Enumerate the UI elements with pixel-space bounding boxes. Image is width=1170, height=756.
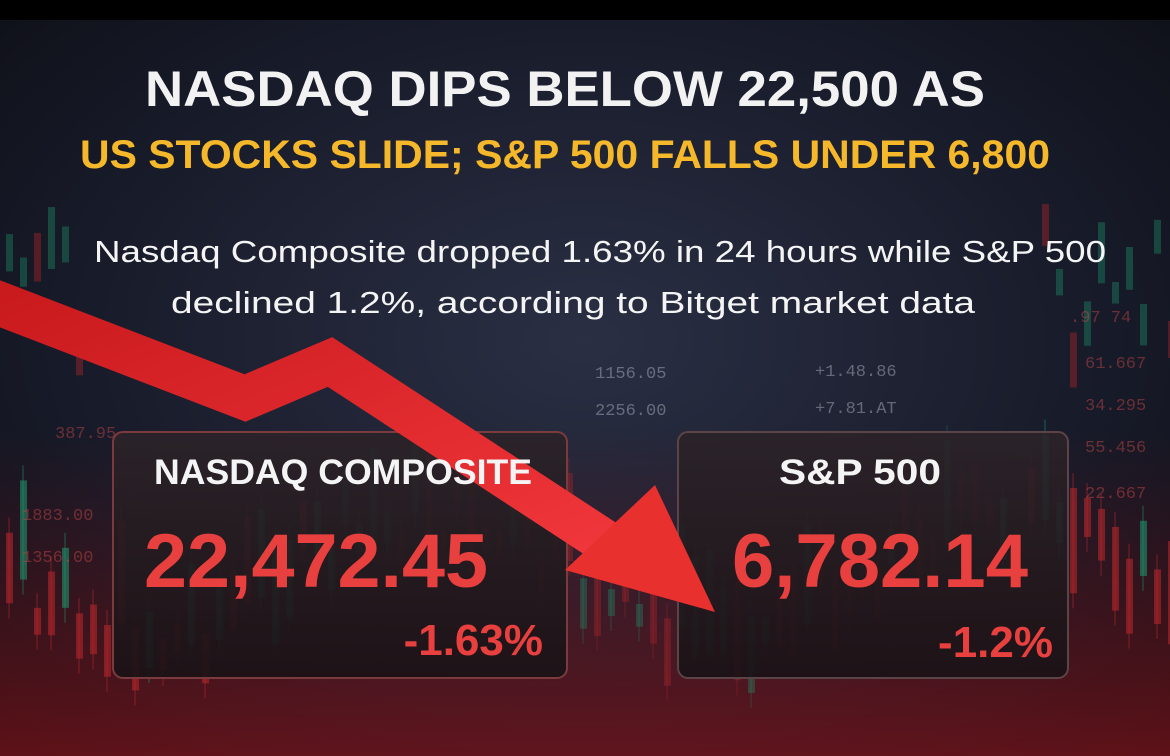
candle-body (20, 480, 27, 580)
candle-body (1140, 304, 1147, 346)
candle-body (608, 589, 615, 617)
candle-body (62, 547, 69, 608)
background-figure: 387.95 (55, 425, 116, 444)
top-bar (0, 0, 1170, 20)
background-figure: +1.48.86 (815, 363, 897, 382)
candle-body (1126, 246, 1133, 290)
card-nasdaq (112, 431, 568, 679)
candle-body (580, 578, 587, 629)
card-change: -1.63% (404, 616, 543, 665)
candle-body (650, 589, 657, 644)
card-name: NASDAQ COMPOSITE (154, 453, 532, 492)
candle-body (90, 604, 97, 655)
headline-line1: NASDAQ DIPS BELOW 22,500 AS (145, 61, 985, 117)
background-figure: 55.456 (1085, 439, 1146, 458)
candle-body (1168, 320, 1170, 359)
candle-body (6, 234, 13, 272)
candle-body (34, 607, 41, 635)
candle-body (76, 613, 83, 659)
background-figure: .97 74 (1070, 309, 1131, 328)
background-figure: +7.81.AT (815, 400, 897, 419)
background-figure: 22.667 (1085, 485, 1146, 504)
background-figure: 1356.00 (22, 549, 93, 568)
background-figure: 1156.05 (595, 365, 666, 384)
candle-body (62, 226, 69, 263)
candle-body (1056, 268, 1063, 296)
arrow-head (565, 485, 715, 612)
background-figure: 2256.00 (595, 402, 666, 421)
candle-body (48, 571, 55, 636)
headline-line2: US STOCKS SLIDE; S&P 500 FALLS UNDER 6,8… (80, 133, 1050, 177)
candle-body (1084, 301, 1091, 346)
candle-body (1084, 498, 1091, 537)
candle-body (664, 618, 671, 686)
candle-body (1070, 488, 1077, 594)
card-name: S&P 500 (779, 453, 941, 492)
candle-body (622, 575, 629, 602)
candle-body (1070, 332, 1077, 388)
arrow-shaft (0, 280, 623, 564)
subheadline-line: Nasdaq Composite dropped 1.63% in 24 hou… (94, 234, 1106, 269)
card-value: 22,472.45 (144, 519, 488, 604)
candle-body (1140, 520, 1147, 576)
candle-body (1098, 508, 1105, 561)
background-figure: 61.667 (1085, 355, 1146, 374)
subheadline-line: declined 1.2%, according to Bitget marke… (171, 285, 976, 320)
card-value: 6,782.14 (732, 519, 1028, 604)
candle-body (1112, 526, 1119, 611)
background-figure: 34.295 (1085, 397, 1146, 416)
candle-body (1154, 219, 1161, 254)
candle-body (34, 232, 41, 282)
down-arrow (0, 280, 715, 612)
candle-body (6, 532, 13, 604)
candle-body (636, 604, 643, 627)
background-figures: .97 74 1156.05 +1.48.86 61.667 2256.00 +7.81.… (22, 309, 1146, 568)
card-change: -1.2% (938, 618, 1053, 667)
background-figure: 1883.00 (22, 507, 93, 526)
candle-body (1112, 281, 1119, 304)
candle-body (1042, 204, 1049, 246)
candle-body (1098, 222, 1105, 284)
candle-body (594, 558, 601, 637)
candle-body (104, 625, 111, 677)
candle-body (1126, 558, 1133, 634)
candle-body (1168, 541, 1170, 645)
candle-body (1154, 569, 1161, 624)
candle-body (48, 207, 55, 269)
candle-body (20, 257, 27, 287)
